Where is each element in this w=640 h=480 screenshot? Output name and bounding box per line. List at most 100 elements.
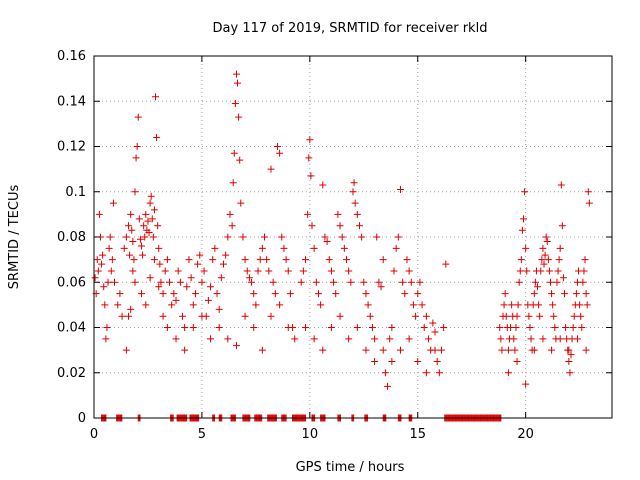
data-point [142, 210, 150, 218]
data-point [548, 346, 556, 354]
data-point [319, 181, 327, 189]
data-point [407, 278, 415, 286]
data-point [396, 185, 404, 193]
data-point [269, 278, 277, 286]
data-point [570, 312, 578, 320]
data-point [209, 256, 217, 264]
data-point [555, 256, 563, 264]
data-point [155, 283, 163, 291]
data-point [353, 210, 361, 218]
data-point [336, 222, 344, 230]
data-point [305, 154, 313, 162]
data-point [522, 244, 530, 252]
data-point [276, 149, 284, 157]
data-point [562, 324, 570, 331]
data-point [323, 238, 331, 246]
data-point [189, 324, 197, 331]
data-point [134, 113, 142, 121]
data-point [204, 296, 212, 304]
data-point [510, 335, 518, 343]
data-point [504, 346, 512, 354]
data-point [345, 335, 353, 343]
data-point [379, 256, 387, 264]
data-point [425, 335, 433, 343]
data-point [181, 346, 189, 354]
data-point [280, 244, 288, 252]
data-point [511, 346, 519, 354]
data-point [148, 215, 156, 223]
data-point [308, 222, 316, 230]
data-point [371, 335, 379, 343]
data-point [142, 301, 150, 309]
data-point [550, 312, 558, 320]
data-point [353, 324, 361, 331]
data-point [137, 290, 145, 298]
data-point [267, 312, 275, 320]
data-point [299, 267, 307, 275]
data-point [263, 256, 271, 264]
data-point [105, 244, 113, 252]
x-tick-label: 5 [198, 427, 206, 442]
data-point [388, 357, 396, 365]
x-tick-label: 15 [409, 427, 426, 442]
data-point [343, 256, 351, 264]
data-point [155, 244, 163, 252]
data-point [166, 278, 174, 286]
x-tick-label: 0 [90, 427, 98, 442]
data-point [572, 290, 580, 298]
x-tick-label: 20 [517, 427, 534, 442]
data-point [234, 79, 242, 87]
data-point [161, 267, 169, 275]
data-point [108, 256, 116, 264]
data-point [319, 346, 327, 354]
data-point [174, 267, 182, 275]
data-point [508, 301, 516, 309]
data-point [265, 267, 273, 275]
data-point [248, 278, 256, 286]
data-point [422, 312, 430, 320]
data-point [170, 290, 178, 298]
data-point [176, 278, 184, 286]
data-point [230, 149, 238, 157]
data-point [418, 301, 426, 309]
data-point [392, 244, 400, 252]
data-point [236, 156, 244, 164]
data-point [557, 181, 565, 189]
data-point [546, 278, 554, 286]
data-point [120, 244, 128, 252]
y-tick-label: 0.02 [57, 366, 86, 381]
x-axis-title: GPS time / hours [296, 460, 405, 475]
data-point [95, 210, 103, 218]
data-point [145, 228, 153, 236]
data-point [580, 267, 588, 275]
data-point [213, 290, 221, 298]
data-point [554, 267, 562, 275]
data-point [196, 251, 204, 259]
data-point [422, 369, 430, 377]
data-point [530, 346, 538, 354]
data-point [567, 351, 575, 359]
data-point [111, 278, 119, 286]
data-point [581, 256, 589, 264]
data-point [150, 206, 158, 214]
data-point [232, 70, 240, 78]
data-point [565, 357, 573, 365]
data-point [375, 278, 383, 286]
data-point [347, 278, 355, 286]
y-tick-label: 0.16 [57, 49, 86, 64]
data-point [102, 335, 110, 343]
data-point [200, 267, 208, 275]
data-point [396, 346, 404, 354]
data-point [149, 233, 157, 241]
data-point [435, 369, 443, 377]
data-point [150, 256, 158, 264]
data-point [540, 260, 548, 268]
data-point [576, 301, 584, 309]
data-point [401, 290, 409, 298]
data-point [172, 296, 180, 304]
data-point [122, 346, 130, 354]
data-point [409, 301, 417, 309]
data-point [368, 324, 376, 331]
data-point [405, 267, 413, 275]
data-point [386, 335, 394, 343]
